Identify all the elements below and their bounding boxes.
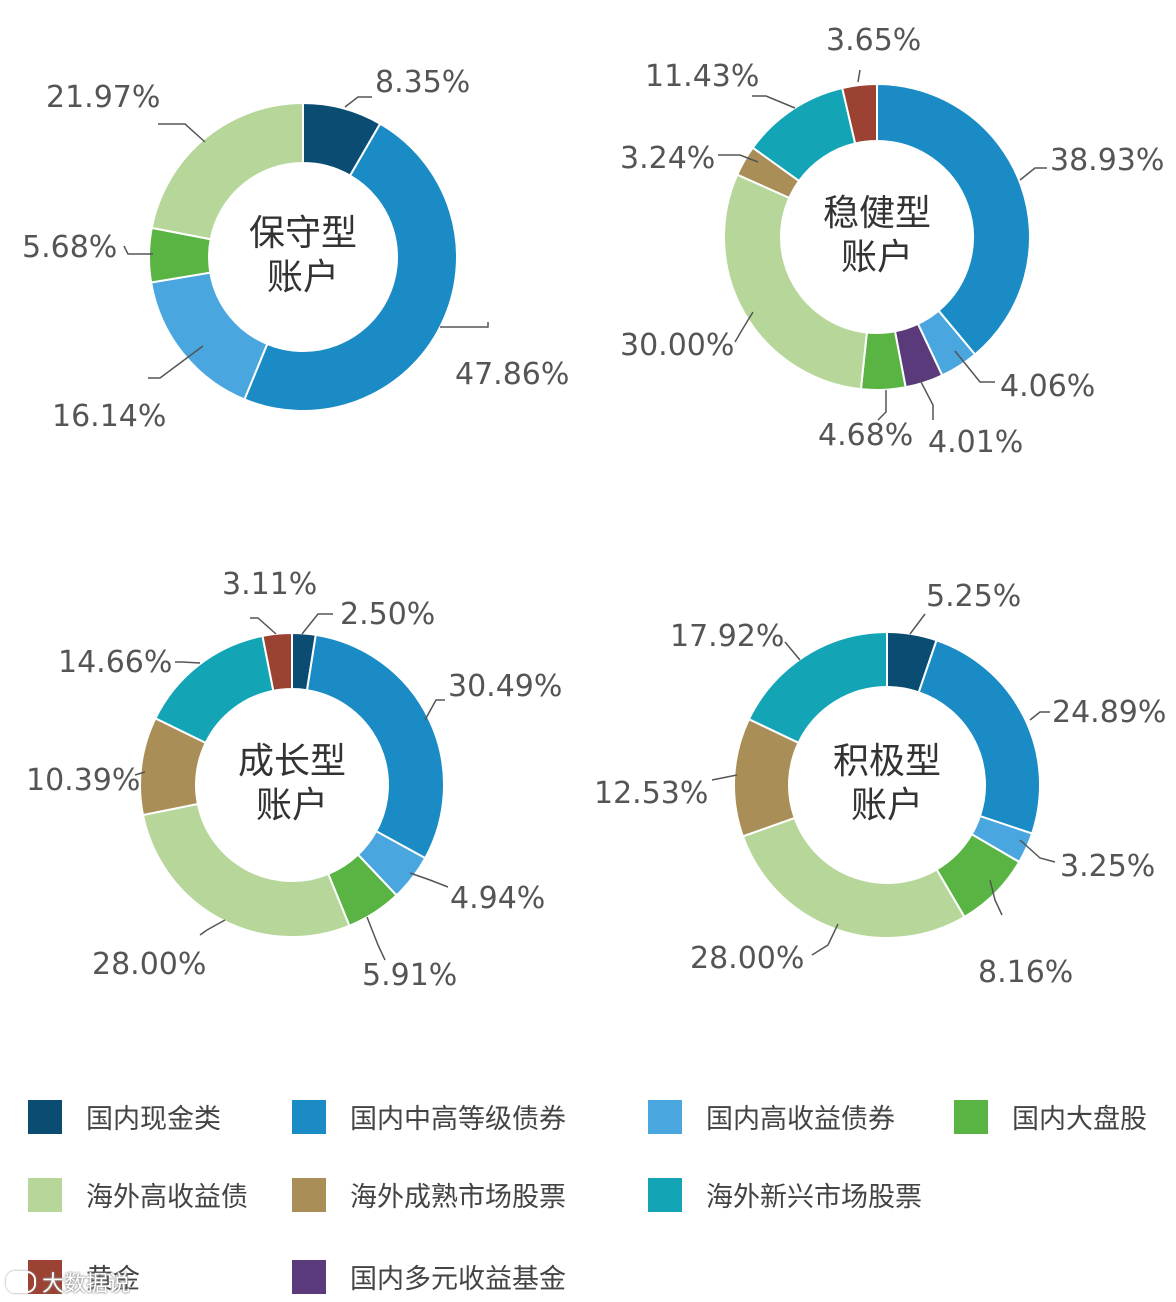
slice-label: 12.53%	[594, 776, 708, 811]
slice-label: 30.00%	[620, 328, 734, 363]
leader-line	[301, 613, 333, 635]
slice-label: 4.01%	[928, 425, 1023, 460]
slice-label: 5.91%	[362, 958, 457, 993]
leader-line	[989, 879, 1003, 916]
donut-center-label: 账户	[851, 785, 923, 826]
slice-label: 5.25%	[926, 579, 1021, 614]
donut-slice	[723, 173, 868, 391]
leader-line	[440, 322, 489, 328]
slice-label: 5.68%	[22, 230, 117, 265]
slice-label: 2.50%	[340, 597, 435, 632]
donut-center-label: 稳健型	[823, 193, 931, 234]
donut-slice	[141, 802, 351, 938]
slice-label: 4.94%	[450, 881, 545, 916]
slice-label: 8.16%	[978, 955, 1073, 990]
leader-line	[344, 96, 372, 108]
leader-line	[811, 923, 839, 956]
slice-label: 3.65%	[826, 23, 921, 58]
donut-slice	[150, 101, 304, 241]
leader-line	[857, 69, 861, 83]
leader-line	[919, 379, 934, 420]
leader-line	[175, 661, 201, 664]
leader-line	[134, 771, 146, 776]
slice-label: 28.00%	[92, 947, 206, 982]
leader-line	[424, 699, 445, 721]
donut-chart-3: 2.50% 30.49% 4.94% 5.91% 28.00% 10.39% 14.66% 3…	[26, 567, 562, 993]
leader-line	[199, 919, 226, 936]
slice-label: 3.24%	[620, 141, 715, 176]
donut-slice	[305, 633, 445, 860]
slice-label: 38.93%	[1050, 143, 1164, 178]
leader-line	[366, 916, 386, 961]
slice-label: 4.68%	[818, 418, 913, 453]
watermark: 大数据说	[6, 1266, 130, 1298]
leader-line	[718, 154, 759, 163]
donut-center-label: 保守型	[249, 213, 357, 254]
donut-center-label: 积极型	[833, 741, 941, 782]
slice-label: 11.43%	[645, 59, 759, 94]
slice-label: 3.11%	[222, 567, 317, 602]
donut-chart-2: 38.93% 4.06% 4.01% 4.68% 30.00% 3.24% 11.43% 3.…	[620, 23, 1164, 460]
donut-slice	[841, 82, 878, 145]
slice-label: 47.86%	[455, 357, 569, 392]
donut-center-label: 账户	[267, 257, 339, 298]
leader-line	[1019, 839, 1056, 863]
donut-slice	[149, 271, 269, 401]
leader-line	[954, 350, 995, 383]
leader-line	[909, 613, 926, 635]
slice-label: 10.39%	[26, 763, 140, 798]
donut-slice	[876, 82, 1031, 356]
leader-line	[711, 774, 738, 781]
slice-label: 3.25%	[1060, 849, 1155, 884]
donut-center-label: 账户	[256, 785, 328, 826]
donut-slice	[917, 638, 1041, 835]
leader-line	[250, 617, 277, 635]
leader-line	[409, 872, 449, 888]
donut-center-label: 账户	[841, 237, 913, 278]
leader-line	[784, 641, 801, 661]
slice-label: 17.92%	[670, 619, 784, 654]
donut-slice	[243, 122, 458, 412]
donut-slice	[747, 630, 888, 745]
watermark-text: 大数据说	[42, 1272, 131, 1297]
donut-chart-4: 5.25% 24.89% 3.25% 8.16% 28.00% 12.53% 17.92% 积…	[594, 579, 1166, 990]
leader-line	[148, 345, 204, 379]
slice-label: 4.06%	[1000, 369, 1095, 404]
leader-line	[158, 123, 206, 143]
leader-line	[752, 95, 796, 109]
leader-line	[1029, 711, 1050, 721]
slice-label: 30.49%	[448, 669, 562, 704]
donut-center-label: 成长型	[238, 741, 346, 782]
slice-label: 16.14%	[52, 399, 166, 434]
slice-label: 21.97%	[46, 80, 160, 115]
slice-label: 14.66%	[58, 645, 172, 680]
donut-slice	[261, 631, 293, 693]
slice-label: 28.00%	[690, 941, 804, 976]
slice-label: 24.89%	[1052, 695, 1166, 730]
weibo-icon	[6, 1271, 36, 1293]
leader-line	[123, 245, 153, 255]
donut-slice	[741, 816, 966, 939]
donut-slice	[154, 634, 275, 745]
leader-line	[734, 311, 754, 343]
slice-label: 8.35%	[375, 65, 470, 100]
leader-line	[877, 390, 887, 421]
leader-line	[1019, 167, 1047, 181]
